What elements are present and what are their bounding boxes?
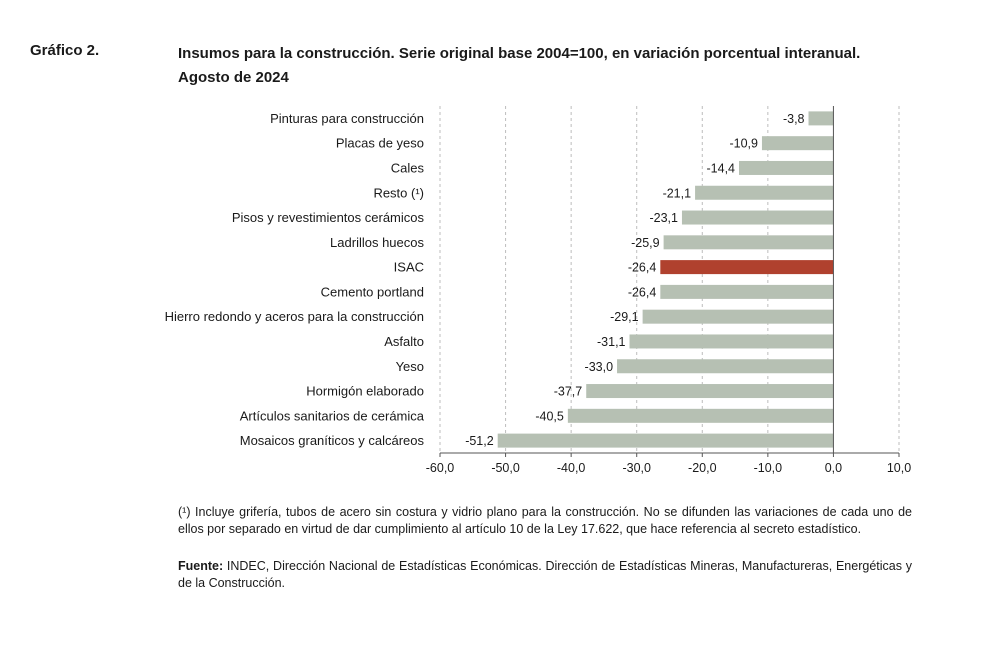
category-label: Cemento portland: [321, 284, 424, 299]
grid-lines: [439, 106, 900, 453]
bar: [567, 408, 834, 423]
bar: [642, 309, 834, 324]
chart-title-line1: Insumos para la construcción. Serie orig…: [178, 45, 861, 62]
x-axis: -60,0 -50,0 -40,0 -30,0 -20,0 -10,0 0,0 10,0: [426, 106, 911, 475]
category-label: Ladrillos huecos: [330, 235, 424, 250]
x-tick-label: -20,0: [688, 461, 717, 475]
x-tick-label: -10,0: [754, 461, 783, 475]
bar: [617, 359, 834, 374]
source-label: Fuente:: [178, 559, 224, 573]
x-tick-label: -60,0: [426, 461, 455, 475]
bars: [497, 111, 834, 448]
bar: [629, 334, 834, 349]
data-label: -26,4: [628, 285, 657, 299]
footnote: (¹) Incluye grifería, tubos de acero sin…: [178, 505, 912, 536]
data-label: -26,4: [628, 261, 657, 275]
x-tick-label: -30,0: [622, 461, 651, 475]
category-label: Pisos y revestimientos cerámicos: [232, 210, 425, 225]
bar-chart: -3,8-10,9-14,4-21,1-23,1-25,9-26,4-26,4-…: [165, 106, 911, 475]
category-label: Resto (¹): [373, 185, 424, 200]
bar: [660, 260, 834, 275]
bar: [695, 185, 834, 200]
data-label: -10,9: [729, 137, 758, 151]
source-note: Fuente: INDEC, Dirección Nacional de Est…: [178, 558, 912, 592]
bar: [586, 384, 834, 399]
bar: [497, 433, 834, 448]
data-label: -3,8: [783, 112, 805, 126]
data-label: -25,9: [631, 236, 660, 250]
value-labels: -3,8 -10,9 -14,4 -21,1 -23,1 -25,9 -26,4 -26,4 -…: [465, 112, 804, 448]
category-label: Yeso: [396, 359, 424, 374]
category-label: Cales: [391, 160, 425, 175]
data-label: -51,2: [465, 434, 494, 448]
data-label: -23,1: [649, 211, 678, 225]
x-tick-label: -50,0: [491, 461, 520, 475]
data-label: -14,4: [707, 161, 736, 175]
data-label: -33,0: [585, 360, 614, 374]
bar: [660, 284, 834, 299]
source-text: INDEC, Dirección Nacional de Estadística…: [178, 559, 912, 590]
data-label: -40,5: [535, 409, 564, 423]
category-label: Hierro redondo y aceros para la construc…: [165, 309, 424, 324]
data-label: -31,1: [597, 335, 626, 349]
data-label: -29,1: [610, 310, 639, 324]
bar: [681, 210, 834, 225]
x-tick-label: 10,0: [887, 461, 911, 475]
bar: [808, 111, 834, 126]
x-tick-label: 0,0: [825, 461, 842, 475]
category-label: Mosaicos graníticos y calcáreos: [240, 433, 425, 448]
category-labels: Pinturas para construcción Placas de yeso…: [165, 111, 425, 448]
data-label: -21,1: [663, 186, 692, 200]
category-label: ISAC: [394, 260, 424, 275]
chart-title: Insumos para la construcción. Serie orig…: [178, 42, 860, 90]
bar: [739, 160, 834, 175]
figure-number: Gráfico 2.: [30, 42, 100, 59]
category-label: Artículos sanitarios de cerámica: [240, 408, 425, 423]
category-label: Asfalto: [384, 334, 424, 349]
bar: [761, 136, 834, 151]
chart-title-line2: Agosto de 2024: [178, 69, 289, 86]
category-label: Hormigón elaborado: [306, 384, 424, 399]
bar: [663, 235, 834, 250]
data-label: -37,7: [554, 385, 583, 399]
x-tick-label: -40,0: [557, 461, 586, 475]
category-label: Pinturas para construcción: [270, 111, 424, 126]
category-label: Placas de yeso: [336, 136, 424, 151]
